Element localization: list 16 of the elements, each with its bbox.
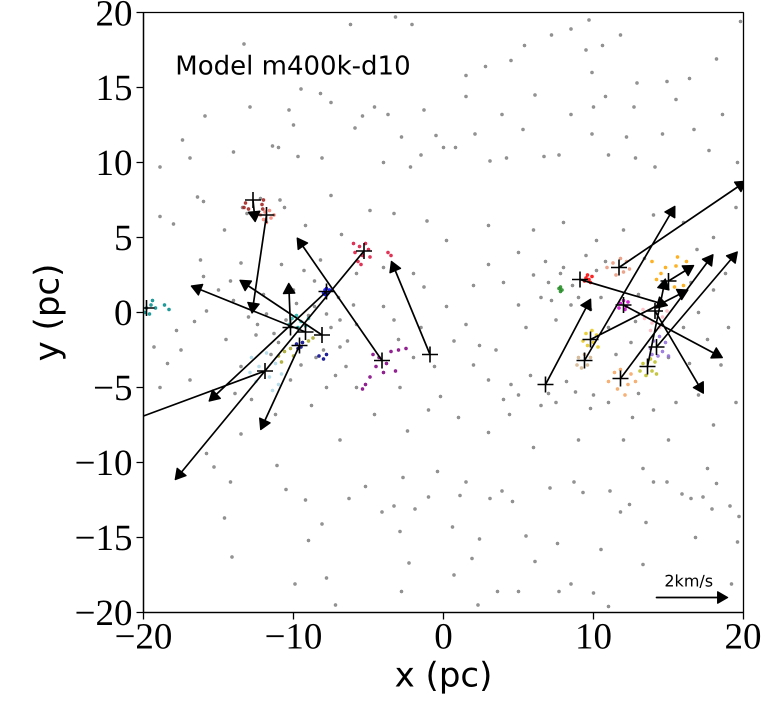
y-tick-label: 0 [114,293,132,334]
x-tick-label: 0 [434,616,453,658]
y-tick-label: 5 [114,218,132,259]
y-tick-label: −5 [93,368,133,409]
text: Model m400k-d10 [175,52,411,82]
x-tick-label: −10 [264,616,322,658]
x-tick-label: 10 [575,616,612,658]
x-tick-label: 20 [724,616,761,658]
y-axis-title: y (pc) [28,264,68,362]
y-tick-label: −10 [74,443,133,484]
x-axis-title: x (pc) [394,656,492,696]
y-tick-label: 15 [96,68,132,109]
series-label: 2km/s [664,572,714,590]
y-tick-label: −15 [74,518,133,559]
y-tick-label: 10 [96,143,132,184]
y-tick-label: 20 [96,0,132,34]
